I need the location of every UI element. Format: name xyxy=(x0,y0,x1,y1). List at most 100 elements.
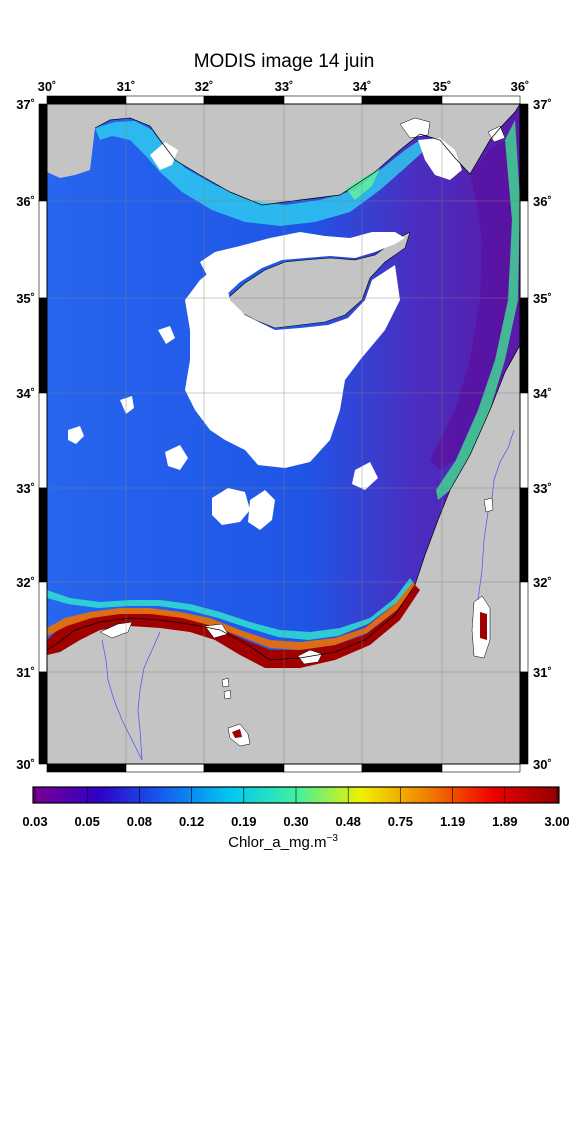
left-tick-label: 35˚ xyxy=(16,291,35,306)
colorbar-label-main: Chlor_a_mg.m xyxy=(228,834,326,851)
frame-bottom-seg xyxy=(283,763,363,773)
left-tick-label: 31˚ xyxy=(16,665,35,680)
frame-bottom-seg xyxy=(441,763,521,773)
lake-small-1 xyxy=(221,677,230,688)
frame-right-seg xyxy=(519,671,529,765)
colorbar-label: Chlor_a_mg.m−3 xyxy=(228,833,338,851)
frame-top-seg xyxy=(283,95,363,105)
cloud-central-2 xyxy=(248,490,275,530)
frame-top-seg xyxy=(46,95,127,105)
orontes-river xyxy=(491,429,515,499)
top-tick-label: 34˚ xyxy=(353,79,372,94)
colorbar-tick-label: 0.75 xyxy=(388,814,413,829)
graticule-grid xyxy=(47,104,520,764)
lake-qarun-bloom xyxy=(232,729,242,738)
left-tick-label: 34˚ xyxy=(16,386,35,401)
cloud-cyprus-south xyxy=(185,262,400,468)
coastline xyxy=(47,104,520,661)
lake-turkey-1 xyxy=(399,117,431,139)
dead-sea-bloom xyxy=(480,612,487,640)
map-title: MODIS image 14 juin xyxy=(194,51,375,72)
right-tick-label: 34˚ xyxy=(533,386,552,401)
right-tick-label: 32˚ xyxy=(533,575,552,590)
north-coast-green-patch xyxy=(345,168,380,200)
frame-bottom-seg xyxy=(203,763,285,773)
frame-right-seg xyxy=(519,200,529,299)
colorbar-tick-label: 0.08 xyxy=(127,814,152,829)
right-tick-label: 35˚ xyxy=(533,291,552,306)
colorbar-label-sup: −3 xyxy=(326,833,338,844)
map-border xyxy=(46,103,521,765)
left-tick-label: 37˚ xyxy=(16,97,35,112)
frame-top-seg xyxy=(361,95,443,105)
map-area xyxy=(47,104,520,764)
cloud-cyprus-north xyxy=(200,232,405,296)
lake-burullus xyxy=(99,621,133,639)
frame-left-seg xyxy=(38,581,48,673)
colorbar-tick-label: 0.12 xyxy=(179,814,204,829)
north-coast-cyan-band xyxy=(95,121,425,226)
colorbar-tick-label: 0.05 xyxy=(75,814,100,829)
frame-left-seg xyxy=(38,671,48,765)
left-tick-label: 30˚ xyxy=(16,757,35,772)
frame-top-seg xyxy=(203,95,285,105)
frame-right-seg xyxy=(519,487,529,583)
frame-top-seg xyxy=(125,95,205,105)
right-tick-label: 31˚ xyxy=(533,665,552,680)
cloud-north-coast xyxy=(150,142,178,170)
frame-left-seg xyxy=(38,392,48,489)
colorbar-ticks: 0.03 0.05 0.08 0.12 0.19 0.30 0.48 0.75 1.19 1.89… xyxy=(22,787,570,829)
cloud-west-1 xyxy=(68,426,84,444)
coastal-bloom-red xyxy=(47,585,420,668)
top-tick-label: 30˚ xyxy=(38,79,57,94)
jordan-river xyxy=(477,511,489,601)
colorbar: 0.03 0.05 0.08 0.12 0.19 0.30 0.48 0.75 1.19 1.89… xyxy=(22,786,570,851)
cyprus-island xyxy=(227,231,411,329)
frame-left-seg xyxy=(38,487,48,583)
frame-right-seg xyxy=(519,392,529,489)
top-tick-label: 32˚ xyxy=(195,79,214,94)
frame-bottom-seg xyxy=(46,763,127,773)
cloud-east-coast xyxy=(418,138,462,180)
colorbar-tick-label: 3.00 xyxy=(544,814,569,829)
cloud-central-3 xyxy=(165,445,188,470)
top-tick-label: 33˚ xyxy=(275,79,294,94)
colorbar-tick-label: 1.89 xyxy=(492,814,517,829)
right-tick-label: 30˚ xyxy=(533,757,552,772)
nile-river-east xyxy=(137,631,161,761)
frame-right-seg xyxy=(519,581,529,673)
right-tick-label: 36˚ xyxy=(533,194,552,209)
colorbar-tick-label: 0.30 xyxy=(283,814,308,829)
cloud-central-1 xyxy=(212,488,250,525)
colorbar-tick-label: 0.19 xyxy=(231,814,256,829)
cloud-central-5 xyxy=(352,462,378,490)
frame-bottom-seg xyxy=(361,763,443,773)
east-coast-green xyxy=(436,120,520,500)
left-axis-ticks: 37˚ 36˚ 35˚ 34˚ 33˚ 32˚ 31˚ 30˚ xyxy=(16,97,35,772)
right-tick-label: 37˚ xyxy=(533,97,552,112)
frame-right-seg xyxy=(519,297,529,394)
right-axis-ticks: 37˚ 36˚ 35˚ 34˚ 33˚ 32˚ 31˚ 30˚ xyxy=(533,97,552,772)
frame-left-seg xyxy=(38,103,48,202)
top-tick-label: 35˚ xyxy=(433,79,452,94)
lake-small-2 xyxy=(223,689,232,700)
lake-turkey-2 xyxy=(487,125,506,143)
top-tick-label: 36˚ xyxy=(511,79,530,94)
cloud-central-4 xyxy=(158,326,175,344)
colorbar-tick-label: 0.03 xyxy=(22,814,47,829)
east-coast-purple xyxy=(430,140,512,470)
frame-top-seg xyxy=(441,95,521,105)
frame-right-seg xyxy=(519,103,529,202)
colorbar-tick-label: 0.48 xyxy=(336,814,361,829)
left-tick-label: 36˚ xyxy=(16,194,35,209)
cloud-west-2 xyxy=(120,396,134,414)
left-tick-label: 33˚ xyxy=(16,481,35,496)
top-tick-label: 31˚ xyxy=(117,79,136,94)
top-axis-ticks: 30˚ 31˚ 32˚ 33˚ 34˚ 35˚ 36˚ xyxy=(38,79,530,94)
frame-left-seg xyxy=(38,200,48,299)
frame-bottom-seg xyxy=(125,763,205,773)
lake-bardawil xyxy=(297,649,323,665)
frame-left-seg xyxy=(38,297,48,394)
colorbar-tick-label: 1.19 xyxy=(440,814,465,829)
